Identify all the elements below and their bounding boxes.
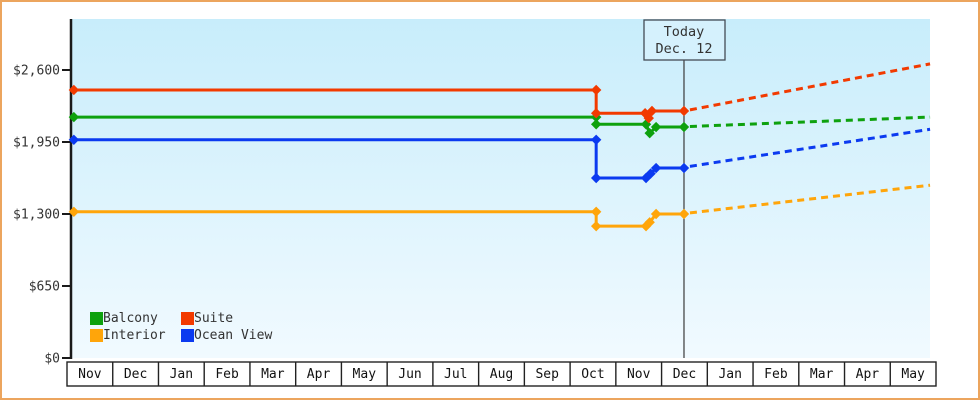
legend: Balcony Suite Interior Ocean View (90, 311, 272, 343)
x-axis-month-label: Feb (764, 367, 788, 382)
series-suite-point (646, 105, 658, 117)
today-label-line2: Dec. 12 (656, 41, 713, 57)
legend-item-ocean-view: Ocean View (181, 328, 272, 343)
series-ocean-view-projection (689, 127, 931, 168)
series-ocean-view-point (68, 134, 80, 145)
x-axis-month-label: Mar (810, 367, 834, 382)
series-ocean-view-point (590, 134, 602, 145)
today-label-line1: Today (664, 24, 705, 40)
x-axis-month-label: Dec (124, 367, 147, 382)
x-axis-month-label: Jun (398, 367, 421, 382)
series-interior-point (68, 206, 80, 217)
series-interior-point (644, 217, 655, 228)
series-ocean-view-point (640, 172, 652, 184)
series-balcony-point (68, 111, 80, 123)
x-axis-month-label: Dec (673, 367, 696, 382)
series-suite-point (590, 84, 602, 96)
today-label-box: Today Dec. 12 (643, 19, 726, 61)
y-axis-tick-label: $0 (44, 352, 60, 367)
x-axis-month-label: Apr (307, 367, 331, 382)
y-axis-tick-label: $650 (29, 280, 60, 295)
series-interior-point (590, 206, 602, 217)
series-ocean-view-point (650, 162, 662, 174)
x-axis-month-label: Apr (856, 367, 880, 382)
month-table-frame (66, 361, 937, 387)
series-suite-point (68, 84, 80, 96)
legend-swatch (90, 329, 103, 342)
legend-label: Interior (103, 328, 166, 343)
legend-label: Suite (194, 311, 234, 326)
x-axis-month-label: Jan (718, 367, 741, 382)
series-interior-projection (689, 183, 931, 215)
series-balcony-projection (689, 115, 931, 128)
series-suite-point (643, 112, 654, 124)
series-lines (68, 62, 931, 232)
x-axis-month-label: Sep (535, 367, 559, 382)
x-axis-month-label: Mar (261, 367, 285, 382)
axes: $0 $650 $1,300 $1,950 $2,600 (13, 19, 73, 367)
x-axis-month-label: Feb (215, 367, 239, 382)
y-axis-tick-label: $1,300 (13, 208, 60, 223)
x-axis-month-label: May (901, 367, 925, 382)
x-axis-month-label: Jul (444, 367, 467, 382)
legend-label: Ocean View (194, 328, 273, 343)
x-axis-month-label: Oct (581, 367, 604, 382)
x-axis-month-label: Aug (490, 367, 513, 382)
series-ocean-view-point (678, 162, 690, 174)
series-ocean-view-point (590, 172, 602, 184)
plot-area (72, 19, 930, 358)
legend-item-interior: Interior (90, 328, 181, 343)
legend-swatch (181, 329, 194, 342)
x-axis-month-table: Nov Dec Jan Feb Mar Apr May Jun Jul Aug Sep Oct Nov D… (66, 361, 937, 387)
series-balcony-point (590, 119, 602, 130)
x-axis-month-label: May (353, 367, 377, 382)
legend-swatch (90, 312, 103, 325)
plot-background (72, 19, 930, 358)
y-axis-tick-label: $2,600 (13, 64, 60, 79)
series-interior-point (678, 208, 690, 220)
series-suite-point (590, 108, 602, 119)
legend-label: Balcony (103, 311, 158, 326)
series-interior-point (650, 208, 662, 220)
series-suite-projection (689, 62, 931, 112)
series-interior-point (590, 220, 602, 232)
legend-item-balcony: Balcony (90, 311, 181, 326)
series-balcony-point (650, 121, 662, 133)
series-balcony-point (644, 127, 655, 139)
series-balcony-point (678, 121, 690, 133)
series-ocean-view-point (645, 168, 656, 179)
legend-swatch (181, 312, 194, 325)
x-axis-month-label: Nov (627, 367, 651, 382)
x-axis-month-label: Jan (170, 367, 193, 382)
series-suite-point (678, 105, 690, 117)
y-axis-tick-label: $1,950 (13, 136, 60, 151)
x-axis-month-label: Nov (78, 367, 102, 382)
legend-item-suite: Suite (181, 311, 272, 326)
